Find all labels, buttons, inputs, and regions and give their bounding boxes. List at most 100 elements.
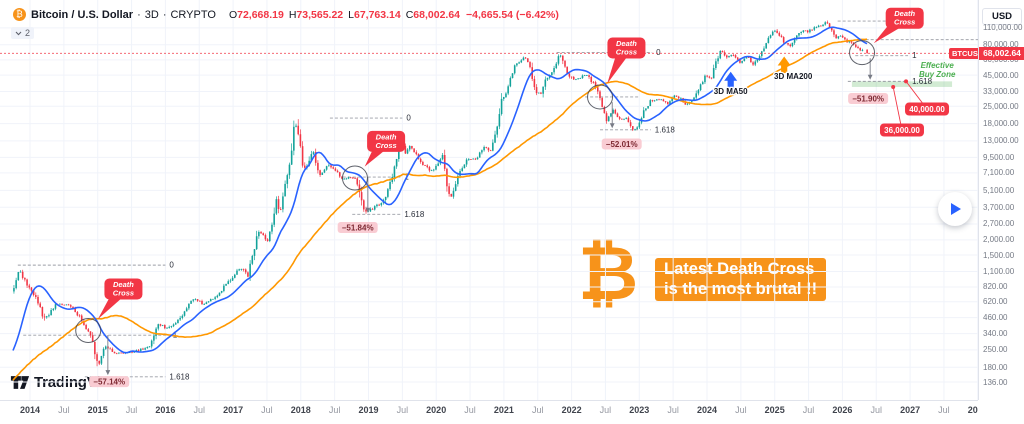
- low-value: 67,763.14: [353, 8, 401, 21]
- time-tick-label: 2022: [561, 405, 582, 415]
- price-tick-label: 110,000.00: [983, 23, 1023, 33]
- time-tick-label: Jul: [802, 405, 815, 415]
- death-cross-callout[interactable]: [885, 7, 924, 29]
- time-tick-label: Jul: [735, 405, 747, 415]
- price-target-label[interactable]: [879, 123, 924, 137]
- price-tick-label: 340.00: [983, 329, 1008, 339]
- fib-level-label[interactable]: 0: [656, 48, 661, 57]
- high-value: 73,565.22: [296, 8, 344, 21]
- bitcoin-icon: ₿: [13, 8, 26, 21]
- fib-level-label[interactable]: 1.618: [912, 77, 933, 86]
- close-value: 68,002.64: [413, 8, 461, 21]
- price-tick-label: 80,000.00: [983, 40, 1019, 50]
- time-tick-label: Jul: [58, 405, 70, 415]
- time-tick-label: Jul: [328, 405, 341, 415]
- death-cross-circle[interactable]: [341, 165, 368, 191]
- price-tick-label: 3,700.00: [983, 202, 1015, 212]
- drop-percent-label[interactable]: [601, 138, 642, 150]
- time-tick-label: 2016: [155, 405, 176, 415]
- price-tick-label: 820.00: [983, 282, 1008, 292]
- fib-level-label[interactable]: 0: [169, 261, 174, 270]
- ma-arrow-icon: [724, 71, 738, 89]
- price-target-label[interactable]: [905, 102, 950, 116]
- death-cross-callout[interactable]: [367, 130, 406, 152]
- time-tick-label: 2017: [223, 405, 244, 415]
- death-cross-marks: [75, 40, 876, 376]
- price-tick-label: 33,000.00: [983, 87, 1019, 97]
- go-to-realtime-button[interactable]: [938, 192, 972, 226]
- time-tick-label: 2018: [290, 405, 311, 415]
- svg-text:Death: Death: [616, 39, 637, 48]
- time-axis[interactable]: 2014 Jul 2015 Jul 2016 Jul 2017 Jul 2018 Jul 2019 J…: [0, 400, 978, 424]
- ohlc-values: O 72,668.19 H 73,565.22 L 67,763.14 C 68,002…: [224, 9, 460, 21]
- price-tick-label: 60,000.00: [983, 55, 1019, 65]
- indicators-collapsed-badge[interactable]: 2: [11, 27, 35, 39]
- price-line-symbol-tag: BTCUSD: [949, 48, 987, 59]
- bitcoin-watermark-icon: ₿: [578, 231, 639, 317]
- fib-level-label[interactable]: 1: [912, 51, 917, 60]
- ma-arrow-icon: [777, 56, 791, 74]
- fib-level-label[interactable]: 1.618: [655, 125, 676, 134]
- price-tick-label: 180.00: [983, 362, 1008, 372]
- svg-text:−51.90%: −51.90%: [852, 94, 884, 103]
- close-key: C: [405, 8, 414, 21]
- drop-percent-labels: −57.14% −51.84% −52.01% −51.90%: [89, 92, 889, 388]
- price-tick-label: 25,000.00: [983, 101, 1019, 111]
- price-tick-label: 45,000.00: [983, 70, 1019, 80]
- death-cross-circle[interactable]: [75, 318, 102, 344]
- symbol-title[interactable]: Bitcoin / U.S. Dollar: [31, 8, 134, 21]
- svg-text:Cross: Cross: [375, 141, 396, 150]
- price-tick-label: 460.00: [983, 313, 1008, 323]
- time-tick-label: Jul: [193, 405, 206, 415]
- time-tick-label: Jul: [667, 405, 679, 415]
- time-tick-label: 2024: [696, 405, 718, 415]
- fib-level-label[interactable]: 0: [406, 114, 411, 123]
- time-tick-label: Jul: [464, 405, 476, 415]
- svg-text:Cross: Cross: [894, 18, 915, 27]
- ma50-line: [12, 26, 868, 354]
- open-value: 72,668.19: [237, 8, 284, 21]
- chart-canvas[interactable]: 011.618011.61801.61811.61840,000.0036,00…: [0, 0, 978, 400]
- price-tick-label: 9,500.00: [983, 152, 1015, 162]
- drop-percent-label[interactable]: [89, 376, 130, 388]
- svg-text:40,000.00: 40,000.00: [909, 105, 945, 114]
- svg-text:−51.84%: −51.84%: [342, 224, 374, 233]
- drop-percent-label[interactable]: [337, 222, 378, 234]
- time-tick-label: 2019: [358, 405, 379, 415]
- ma200-line: [12, 38, 868, 381]
- death-cross-callout[interactable]: [104, 278, 143, 300]
- death-cross-circle[interactable]: [849, 40, 876, 66]
- time-tick-label: Jul: [531, 405, 544, 415]
- chevron-down-icon: [15, 31, 22, 35]
- current-price-label: 68,002.64: [979, 46, 1024, 60]
- price-axis[interactable]: USD 110,000.00 80,000.00 60,000.00 45,000.0…: [978, 0, 1024, 400]
- drop-percent-label[interactable]: [848, 92, 889, 104]
- indicators-count: 2: [25, 28, 31, 38]
- ma-label: 3D MA200: [774, 72, 813, 81]
- price-tick-label: 13,000.00: [983, 136, 1019, 146]
- time-tick-label: 2020: [426, 405, 447, 415]
- death-cross-circle[interactable]: [587, 84, 614, 110]
- chart-grid: [0, 0, 978, 400]
- time-tick-label: Jul: [938, 405, 950, 415]
- time-tick-label: Jul: [125, 405, 138, 415]
- bitcoin-icon-glyph: ₿: [16, 10, 23, 20]
- interval-label[interactable]: 3D: [144, 8, 159, 21]
- change-value: −4,665.54 (−6.42%): [466, 8, 559, 21]
- exchange-label[interactable]: CRYPTO: [170, 8, 216, 21]
- ma-label: 3D MA50: [714, 87, 748, 96]
- price-tick-label: 2,000.00: [983, 235, 1015, 245]
- fib-level-label[interactable]: 1.618: [169, 372, 190, 381]
- death-cross-callout[interactable]: [607, 37, 646, 59]
- price-target-dot: [891, 84, 896, 89]
- time-tick-label: 2027: [900, 405, 921, 415]
- currency-toggle-button[interactable]: USD: [982, 8, 1022, 25]
- fib-level-label[interactable]: 1.618: [404, 210, 425, 219]
- price-target-labels: 40,000.00 36,000.00: [879, 79, 950, 137]
- svg-text:Death: Death: [113, 280, 134, 289]
- price-tick-label: 5,100.00: [983, 185, 1015, 195]
- price-tick-label: 18,000.00: [983, 119, 1019, 129]
